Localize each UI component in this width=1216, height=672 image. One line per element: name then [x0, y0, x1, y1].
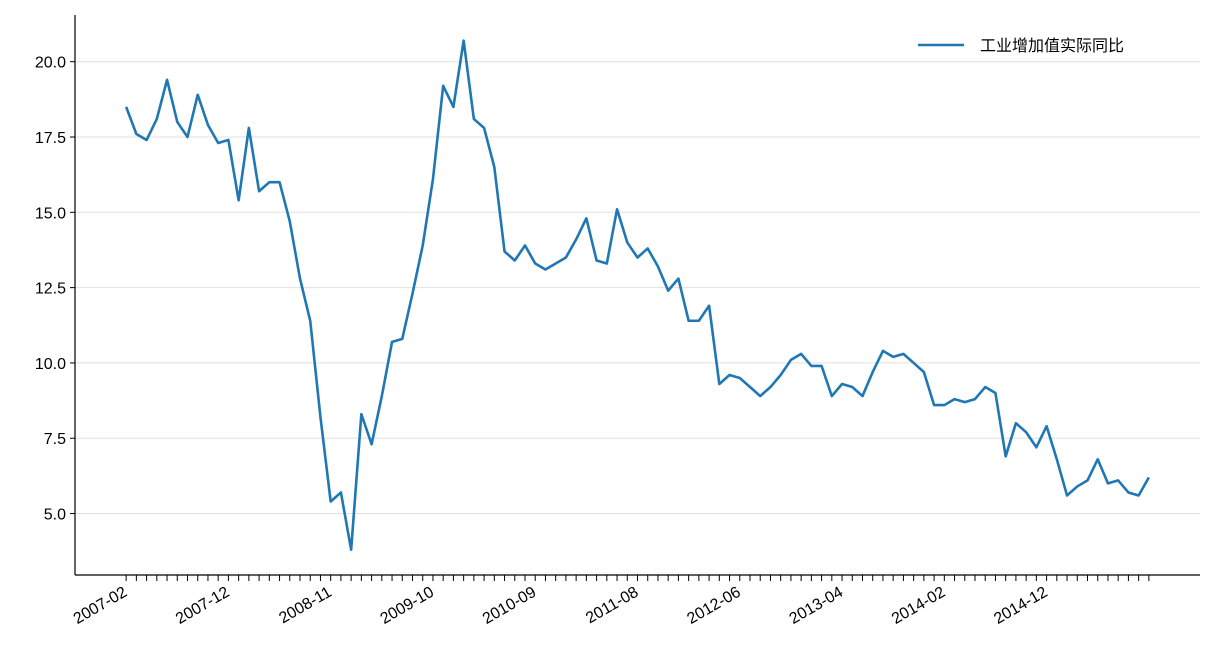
legend-label: 工业增加值实际同比 — [980, 37, 1124, 55]
x-tick-label: 2011-08 — [583, 584, 641, 628]
y-tick-label: 7.5 — [44, 431, 66, 448]
x-tick-label: 2014-02 — [889, 584, 948, 628]
x-tick-label: 2013-04 — [787, 584, 846, 628]
x-tick-label: 2009-10 — [378, 584, 437, 628]
x-tick-label: 2007-12 — [173, 584, 232, 628]
y-tick-label: 12.5 — [35, 281, 66, 298]
y-tick-label: 20.0 — [35, 55, 66, 72]
x-tick-label: 2014-12 — [991, 584, 1050, 628]
y-tick-label: 15.0 — [35, 205, 66, 222]
x-tick-label: 2007-02 — [71, 584, 130, 628]
x-tick-label: 2010-09 — [480, 584, 539, 628]
data-line — [124, 39, 1150, 551]
x-tick-label: 2008-11 — [276, 584, 334, 628]
y-tick-label: 10.0 — [35, 356, 66, 373]
y-tick-label: 5.0 — [44, 507, 66, 524]
y-tick-label: 17.5 — [35, 130, 66, 147]
x-tick-label: 2012-06 — [684, 584, 743, 628]
